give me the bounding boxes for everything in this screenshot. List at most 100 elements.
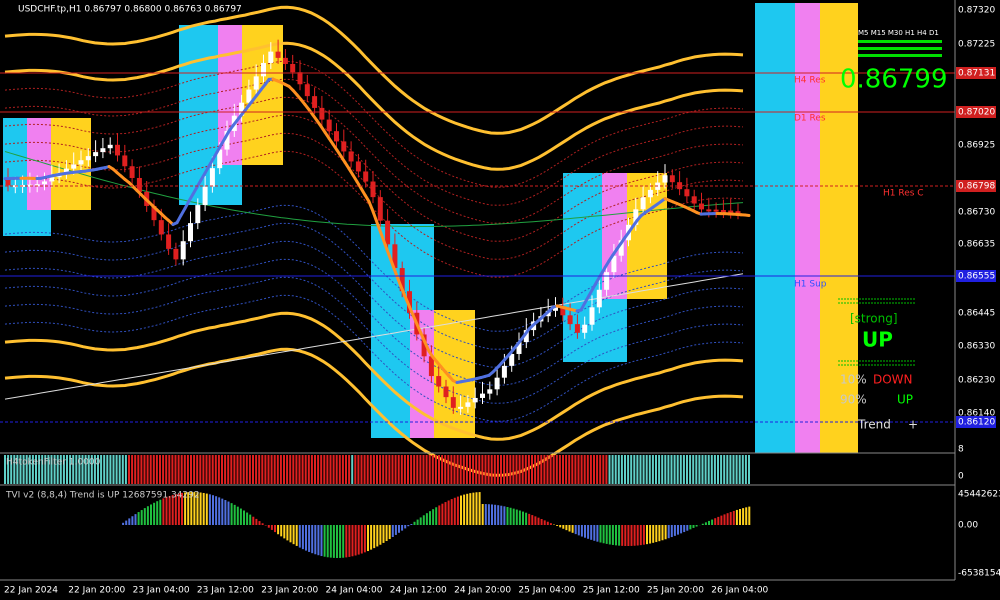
candle <box>399 268 405 292</box>
candle <box>706 209 712 212</box>
candle <box>677 182 683 190</box>
price-tag <box>956 180 996 192</box>
filter-bar <box>571 455 574 484</box>
filter-axis-label: 0 <box>958 472 964 482</box>
candle <box>377 197 383 221</box>
filter-bar <box>503 455 506 484</box>
ma-segment <box>379 231 387 246</box>
ma-segment <box>399 285 407 298</box>
filter-bar <box>382 455 385 484</box>
envelope-line <box>4 347 744 477</box>
candle <box>596 289 602 308</box>
filter-bar <box>673 455 676 484</box>
filter-bar <box>109 455 112 484</box>
filter-bar <box>103 455 106 484</box>
filter-bar <box>428 455 431 484</box>
filter-bar <box>450 455 453 484</box>
time-label: 23 Jan 20:00 <box>261 586 318 596</box>
candle <box>728 210 734 213</box>
candle <box>34 184 40 187</box>
price-label: 0.86120 <box>958 418 995 428</box>
filter-bar <box>496 455 499 484</box>
up-percent: 90% <box>840 393 867 407</box>
filter-bar <box>87 455 90 484</box>
candle <box>326 119 332 132</box>
filter-bar <box>376 455 378 484</box>
filter-bar <box>546 455 549 484</box>
filter-bar <box>202 455 205 484</box>
filter-bar <box>155 455 158 484</box>
filter-bar <box>66 455 68 484</box>
filter-bar <box>242 455 245 484</box>
filter-bar <box>599 455 602 484</box>
candle <box>115 144 120 156</box>
filter-bar <box>190 455 192 484</box>
filter-bar <box>227 455 230 484</box>
filter-bar <box>636 455 639 484</box>
filter-bar <box>738 455 741 484</box>
filter-bar <box>171 455 174 484</box>
filter-bar <box>500 455 502 484</box>
filter-bar <box>348 455 351 484</box>
filter-bar <box>537 455 540 484</box>
time-label: 24 Jan 04:00 <box>326 586 383 596</box>
filter-bar <box>106 455 109 484</box>
filter-bar <box>50 455 53 484</box>
candle <box>633 209 639 225</box>
filter-bar <box>438 455 440 484</box>
filter-bar <box>518 455 521 484</box>
ma-segment <box>383 242 391 257</box>
filter-bar <box>602 455 605 484</box>
candle <box>195 205 201 224</box>
filter-bar <box>670 455 673 484</box>
filter-bar <box>270 455 273 484</box>
filter-bar <box>304 455 307 484</box>
filter-bar <box>469 455 471 484</box>
filter-bar <box>397 455 400 484</box>
filter-bar <box>152 455 155 484</box>
candle <box>501 365 507 378</box>
filter-bar <box>345 455 347 484</box>
strength: [strong] <box>850 312 898 326</box>
candle <box>553 306 558 311</box>
filter-bar <box>441 455 444 484</box>
price-label: 0.86230 <box>958 376 995 386</box>
filter-bar <box>717 455 719 484</box>
filter-bar <box>611 455 614 484</box>
filter-bar <box>686 455 688 484</box>
filter-bar <box>509 455 512 484</box>
filter-bar <box>726 455 729 484</box>
filter-bar <box>577 455 580 484</box>
filter-bar <box>78 455 81 484</box>
time-label: 25 Jan 12:00 <box>583 586 640 596</box>
panel-title: H4tokenFilter 1.0000 <box>6 458 101 468</box>
filter-bar <box>735 455 738 484</box>
axes: 0.87320 0.87225 0.87131 0.87020 0.86925 0.867… <box>4 6 1000 596</box>
filter-bar <box>31 455 34 484</box>
filter-bar <box>391 455 394 484</box>
ma-segment <box>419 331 427 344</box>
filter-bar <box>279 455 282 484</box>
filter-bar <box>549 455 552 484</box>
filter-bar <box>645 455 648 484</box>
candle <box>487 389 493 394</box>
candle <box>239 102 245 116</box>
direction: UP <box>862 328 893 352</box>
time-label: 23 Jan 12:00 <box>197 586 254 596</box>
filter-bar <box>661 455 664 484</box>
zone <box>795 3 820 453</box>
filter-bar <box>394 455 397 484</box>
filter-bar <box>543 455 546 484</box>
tf-bar <box>858 47 942 50</box>
candle <box>582 324 588 333</box>
candle <box>27 184 33 187</box>
candle <box>509 353 515 366</box>
filter-bar <box>558 455 561 484</box>
ma-segment <box>391 264 399 278</box>
mid-ma <box>4 151 744 227</box>
filter-bar <box>506 455 509 484</box>
trend-label: Trend <box>857 418 891 432</box>
ma-segment <box>367 200 375 213</box>
filter-bar <box>44 455 47 484</box>
